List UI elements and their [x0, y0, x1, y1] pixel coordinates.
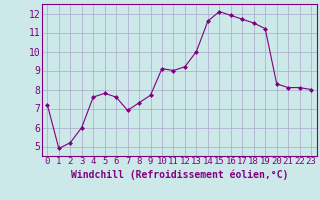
- X-axis label: Windchill (Refroidissement éolien,°C): Windchill (Refroidissement éolien,°C): [70, 169, 288, 180]
